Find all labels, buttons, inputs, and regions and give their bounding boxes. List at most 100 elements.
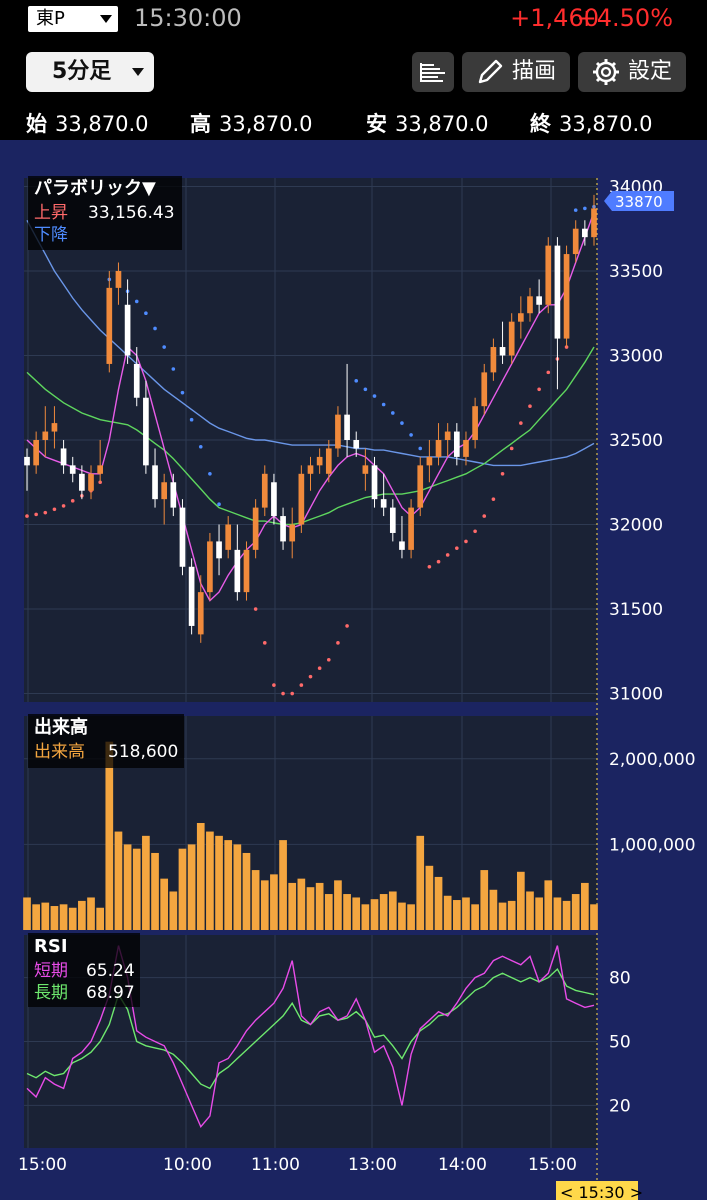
- time-tick-label: 15:00: [18, 1155, 67, 1175]
- sar-dot: [528, 404, 532, 408]
- ohlc-low-value: 33,870.0: [395, 112, 489, 136]
- candle-body: [298, 473, 305, 525]
- volume-legend-box: [28, 714, 184, 768]
- time-tick-label: 15:00: [528, 1155, 577, 1175]
- volume-bar: [206, 831, 214, 930]
- volume-bar: [334, 880, 342, 930]
- ohlc-open: 始 33,870.0: [26, 108, 149, 138]
- volume-bar: [279, 840, 287, 930]
- candle-body: [426, 456, 433, 466]
- current-time: 15:30:00: [134, 4, 242, 32]
- time-tick-label: 11:00: [251, 1155, 300, 1175]
- candle-body: [216, 541, 222, 559]
- candle-body: [389, 507, 396, 533]
- price-tick-label: 32500: [609, 431, 663, 451]
- candle-body: [115, 270, 122, 288]
- ohlc-high-label: 高: [190, 112, 211, 136]
- chart-area[interactable]: 34000 33500 33000 32500 32000 31500 31000 2,000…: [0, 140, 707, 1200]
- ohlc-close-value: 33,870.0: [559, 112, 653, 136]
- candle-body: [536, 296, 542, 305]
- current-price-tag: [604, 191, 674, 211]
- candle-body: [344, 414, 350, 440]
- volume-bar: [425, 865, 434, 930]
- candle-body: [179, 507, 186, 567]
- indicator-name[interactable]: パラボリック▼: [34, 178, 156, 199]
- volume-bar: [114, 831, 123, 930]
- volume-bar: [388, 891, 397, 930]
- candle-body: [444, 431, 451, 440]
- volume-bar: [96, 907, 105, 930]
- draw-label: 描画: [512, 59, 557, 84]
- volume-bar: [123, 844, 132, 930]
- top-bar: 東P 15:30:00 +1,460 +4.50% 5分足 描画: [0, 0, 707, 140]
- rsi-title: RSI: [34, 936, 68, 957]
- volume-bar: [324, 894, 333, 930]
- rsi-short-value: 65.24: [86, 961, 135, 981]
- candle-body: [417, 465, 424, 508]
- volume-bar: [105, 741, 114, 930]
- draw-button[interactable]: 描画: [462, 52, 570, 92]
- candle-body: [307, 465, 314, 474]
- sar-up-label: 上昇: [34, 203, 68, 223]
- volume-bar: [562, 900, 571, 930]
- sar-dot: [491, 497, 496, 501]
- rsi-long-value: 68.97: [86, 983, 135, 1003]
- volume-bar: [343, 894, 351, 930]
- chart-svg[interactable]: 340003350033000325003200031500310002,000…: [0, 140, 707, 1200]
- time-tick-label: 13:00: [348, 1155, 397, 1175]
- volume-bar: [361, 904, 370, 930]
- volume-bar: [178, 848, 187, 930]
- volume-label: 出来高: [34, 742, 85, 762]
- candle-body: [289, 524, 296, 542]
- sar-dot: [391, 411, 395, 415]
- candle-body: [170, 482, 177, 508]
- gear-icon: [593, 59, 619, 85]
- volume-bar: [498, 902, 507, 930]
- volume-bar: [68, 907, 77, 930]
- settings-button[interactable]: 設定: [578, 52, 686, 92]
- sar-dot: [61, 504, 66, 508]
- candle-body: [152, 465, 158, 500]
- candle-body: [399, 541, 405, 550]
- candle-body: [97, 465, 103, 474]
- sar-dot: [281, 691, 285, 696]
- indicator-list-button[interactable]: [412, 52, 454, 92]
- interval-select[interactable]: 5分足: [26, 52, 154, 92]
- volume-tick-label: 1,000,000: [609, 835, 696, 855]
- ma-long-line: [26, 219, 595, 467]
- sar-dot: [262, 641, 267, 645]
- sar-dot: [354, 379, 359, 383]
- candle-body: [24, 456, 30, 466]
- sar-dot: [272, 683, 276, 687]
- sar-dot: [144, 311, 148, 316]
- sar-dot: [25, 514, 29, 518]
- rsi-legend-box: [28, 933, 140, 1007]
- candle-body: [79, 473, 85, 491]
- rsi-tick-label: 50: [609, 1033, 631, 1053]
- sar-dot: [400, 421, 404, 425]
- sar-dot: [308, 674, 313, 679]
- volume-bar: [434, 876, 443, 930]
- candle-body: [490, 347, 497, 373]
- ohlc-open-value: 33,870.0: [55, 112, 149, 136]
- volume-bar: [407, 904, 415, 930]
- candle-body: [508, 321, 515, 356]
- ohlc-close: 終 33,870.0: [530, 108, 653, 138]
- sar-dot: [180, 390, 185, 395]
- candle-body: [234, 549, 241, 593]
- candle-body: [545, 245, 552, 305]
- volume-bar: [169, 891, 178, 930]
- candle-body: [33, 440, 39, 466]
- candle-body: [325, 448, 332, 474]
- sar-dot: [336, 641, 340, 645]
- candle-body: [518, 313, 524, 322]
- price-tick-label: 31500: [609, 600, 663, 620]
- rsi-tick-label: 20: [609, 1096, 631, 1116]
- volume-bar: [215, 835, 223, 930]
- sar-dot: [43, 510, 48, 515]
- volume-bar: [59, 904, 68, 930]
- price-change: +1,460: [510, 4, 599, 32]
- market-select[interactable]: 東P: [28, 6, 118, 32]
- volume-bar: [297, 878, 306, 930]
- sar-dot: [445, 553, 450, 557]
